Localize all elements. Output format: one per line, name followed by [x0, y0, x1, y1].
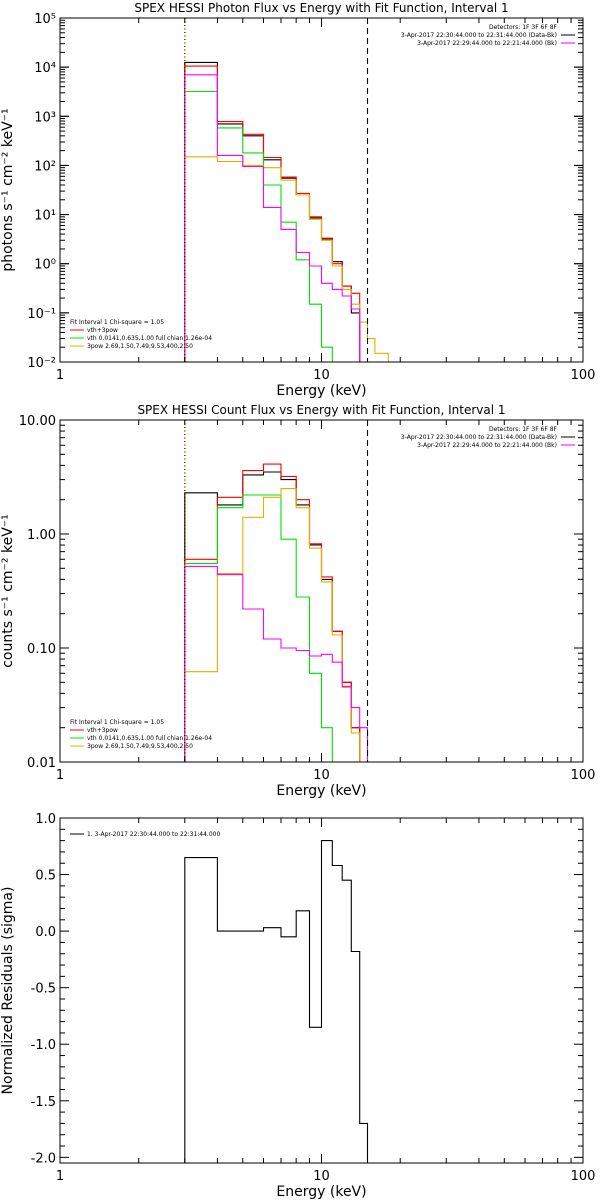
x-tick-label: 10	[313, 768, 330, 783]
x-tick-label: 100	[571, 768, 596, 783]
y-tick-label: 1.0	[35, 812, 56, 827]
x-axis-label: Energy (keV)	[276, 783, 366, 799]
x-tick-label: 100	[571, 368, 596, 383]
legend-entry: vth+3pow	[87, 327, 118, 334]
x-tick-label: 1	[56, 1169, 64, 1184]
y-tick-label: 10⁴	[34, 61, 56, 76]
legend-entry: 3-Apr-2017 22:30:44.000 to 22:31:44.000 …	[401, 434, 557, 441]
x-tick-label: 1	[56, 768, 64, 783]
series-line-2	[184, 494, 343, 763]
legend-entry: 3-Apr-2017 22:29:44.000 to 22:21:44.000 …	[417, 442, 557, 449]
y-tick-label: -1.0	[31, 1038, 56, 1053]
chart-title: SPEX HESSI Count Flux vs Energy with Fit…	[137, 403, 505, 417]
x-tick-label: 10	[313, 368, 330, 383]
legend-top-right: Detectors: 1F 3F 6F 8F3-Apr-2017 22:30:4…	[401, 24, 575, 47]
series-group	[184, 463, 369, 763]
series-line-3	[184, 488, 368, 763]
chart-title: SPEX HESSI Photon Flux vs Energy with Fi…	[134, 1, 508, 15]
legend-entry: vth+3pow	[87, 727, 118, 734]
legend-bottom-left: Fit Interval 1 Chi-square = 1.05vth+3pow…	[70, 319, 212, 350]
series-group	[184, 61, 389, 363]
series-line-3	[184, 156, 389, 362]
x-axis-label: Energy (keV)	[276, 1184, 366, 1200]
legend-top-right: Detectors: 1F 3F 6F 8F3-Apr-2017 22:30:4…	[401, 426, 575, 449]
residuals-panel: 1 10 100 1.0 0.5 0.0 -0.5 -1.0 -1.5 -2.0 Energy (k…	[0, 812, 595, 1200]
x-ticks	[59, 420, 584, 762]
x-tick-label: 10	[313, 1169, 330, 1184]
series-line-1	[184, 65, 361, 362]
y-axis-label: photons s⁻¹ cm⁻² keV⁻¹	[0, 108, 16, 271]
legend-entry: 3pow 2.69,1.50,7.49,9.53,400,2.50	[87, 343, 193, 350]
legend-header: Detectors: 1F 3F 6F 8F	[489, 24, 558, 31]
x-tick-label: 1	[56, 368, 64, 383]
y-ticks	[60, 817, 583, 1158]
y-tick-label: 10.00	[19, 414, 56, 429]
y-tick-label: -0.5	[31, 982, 56, 997]
y-tick-label: -2.0	[31, 1151, 56, 1166]
series-line-0	[184, 61, 361, 362]
series-line-0	[184, 471, 368, 763]
legend-bottom-left: Fit Interval 1 Chi-square = 1.05vth+3pow…	[70, 719, 212, 750]
legend-header: Detectors: 1F 3F 6F 8F	[489, 426, 558, 433]
y-tick-label: 10⁻¹	[27, 307, 56, 322]
y-tick-label: -1.5	[31, 1095, 56, 1110]
y-tick-label: 10³	[34, 110, 56, 125]
x-axis-label: Energy (keV)	[276, 383, 366, 399]
legend-top-left: 1. 3-Apr-2017 22:30:44.000 to 22:31:44.0…	[70, 831, 220, 838]
x-ticks	[59, 818, 584, 1163]
y-tick-label: 10⁻²	[27, 356, 56, 371]
legend-header: Fit Interval 1 Chi-square = 1.05	[70, 719, 164, 726]
legend-entry: vth 0.0141,0.635,1.00 full chian 1.26e-0…	[87, 335, 212, 342]
series-line-1	[184, 463, 368, 763]
series-line-4	[184, 565, 369, 762]
legend-entry: 3-Apr-2017 22:29:44.000 to 22:21:44.000 …	[417, 40, 557, 47]
y-ticks	[60, 17, 583, 363]
series-line-4	[184, 74, 368, 363]
y-tick-label: 10⁵	[34, 12, 56, 27]
y-tick-label: 0.01	[27, 756, 56, 771]
legend-entry: 3-Apr-2017 22:30:44.000 to 22:31:44.000 …	[401, 32, 557, 39]
x-ticks	[59, 18, 584, 362]
series-group	[184, 840, 369, 1163]
y-axis-label: Normalized Residuals (sigma)	[0, 887, 16, 1095]
y-tick-label: 1.00	[27, 528, 56, 543]
legend-entry: vth 0.0141,0.635,1.00 full chian 1.26e-0…	[87, 735, 212, 742]
series-line-2	[184, 90, 343, 363]
y-tick-label: 10¹	[34, 209, 56, 224]
y-tick-label: 10²	[34, 159, 56, 174]
y-tick-label: 0.0	[35, 925, 56, 940]
photon-flux-panel: SPEX HESSI Photon Flux vs Energy with Fi…	[0, 1, 595, 399]
y-tick-label: 10⁰	[34, 258, 56, 273]
y-axis-label: counts s⁻¹ cm⁻² keV⁻¹	[0, 514, 16, 668]
series-line-0	[184, 840, 369, 1163]
y-ticks	[60, 419, 583, 763]
x-tick-label: 100	[571, 1169, 596, 1184]
y-tick-label: 0.10	[27, 642, 56, 657]
legend-entry: 3pow 2.69,1.50,7.49,9.53,400,2.50	[87, 743, 193, 750]
legend-header: Fit Interval 1 Chi-square = 1.05	[70, 319, 164, 326]
count-flux-panel: SPEX HESSI Count Flux vs Energy with Fit…	[0, 403, 595, 799]
legend-entry: 1. 3-Apr-2017 22:30:44.000 to 22:31:44.0…	[87, 831, 220, 838]
y-tick-label: 0.5	[35, 869, 56, 884]
